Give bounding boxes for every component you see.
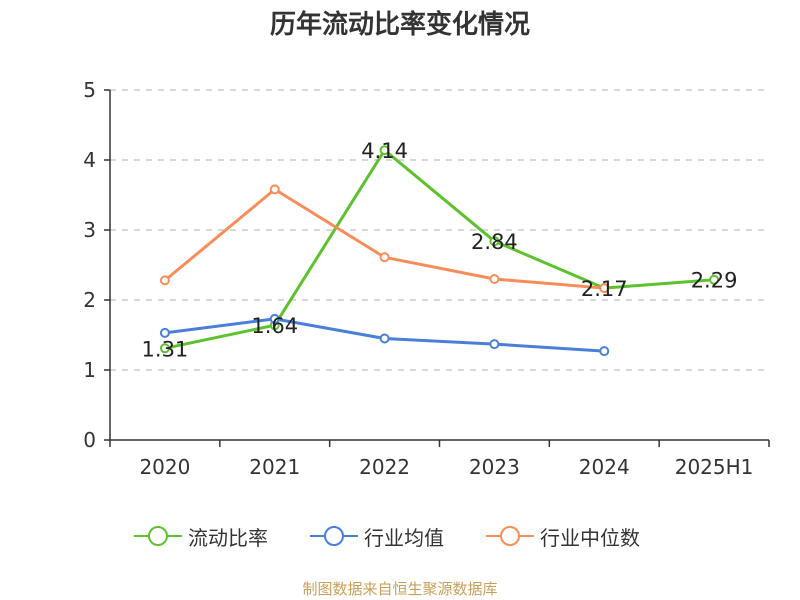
y-tick-label: 1 <box>83 358 96 382</box>
x-tick-label: 2021 <box>249 455 300 479</box>
data-label: 2.17 <box>581 277 628 301</box>
y-tick-label: 3 <box>83 218 96 242</box>
data-point[interactable] <box>489 236 500 247</box>
data-point[interactable] <box>489 274 500 284</box>
x-tick-label: 2023 <box>469 455 520 479</box>
data-label: 2.29 <box>691 269 738 293</box>
y-tick-label: 5 <box>83 78 96 102</box>
axes: 0 1 2 3 4 5 2020 2021 2022 2023 2024 2025H1 <box>83 78 770 479</box>
data-label: 1.31 <box>142 337 189 361</box>
series-line <box>163 187 605 290</box>
x-tick-label: 2022 <box>359 455 410 479</box>
data-labels: 1.31 1.64 4.14 2.84 2.17 2.29 <box>142 139 738 361</box>
legend-line-marker-icon <box>486 524 534 548</box>
data-point[interactable] <box>269 184 280 195</box>
legend-label: 行业均值 <box>364 525 444 550</box>
data-point[interactable] <box>709 274 720 285</box>
x-tick-label: 2024 <box>579 455 630 479</box>
data-point[interactable] <box>269 313 280 324</box>
data-point[interactable] <box>489 339 500 350</box>
data-point[interactable] <box>159 327 170 338</box>
legend-item-current-ratio[interactable]: 流动比率 <box>134 520 268 552</box>
data-point[interactable] <box>159 343 170 354</box>
data-point[interactable] <box>379 145 390 156</box>
x-tick-label: 2020 <box>139 455 190 479</box>
legend: 流动比率 行业均值 行业中位数 <box>0 520 800 552</box>
data-label: 2.84 <box>471 230 518 254</box>
series-lines <box>159 145 720 357</box>
grid-lines <box>110 89 769 371</box>
data-point[interactable] <box>379 252 390 263</box>
legend-item-industry-median[interactable]: 行业中位数 <box>486 520 640 552</box>
chart-title: 历年流动比率变化情况 <box>269 10 530 40</box>
data-point[interactable] <box>379 333 390 344</box>
y-tick-label: 4 <box>83 148 96 172</box>
x-tick-label: 2025H1 <box>675 455 754 479</box>
data-point[interactable] <box>599 346 610 357</box>
legend-line-marker-icon <box>310 524 358 548</box>
source-footnote: 制图数据来自恒生聚源数据库 <box>302 580 498 598</box>
series-line <box>164 148 715 350</box>
y-tick-label: 2 <box>83 288 96 312</box>
legend-line-marker-icon <box>134 524 182 548</box>
data-point[interactable] <box>159 275 170 286</box>
legend-label: 行业中位数 <box>540 525 640 550</box>
data-point[interactable] <box>599 283 610 294</box>
data-label: 1.64 <box>251 314 298 338</box>
legend-label: 流动比率 <box>188 525 268 550</box>
y-tick-label: 0 <box>83 428 96 452</box>
legend-item-industry-mean[interactable]: 行业均值 <box>310 520 444 552</box>
data-label: 4.14 <box>361 139 408 163</box>
